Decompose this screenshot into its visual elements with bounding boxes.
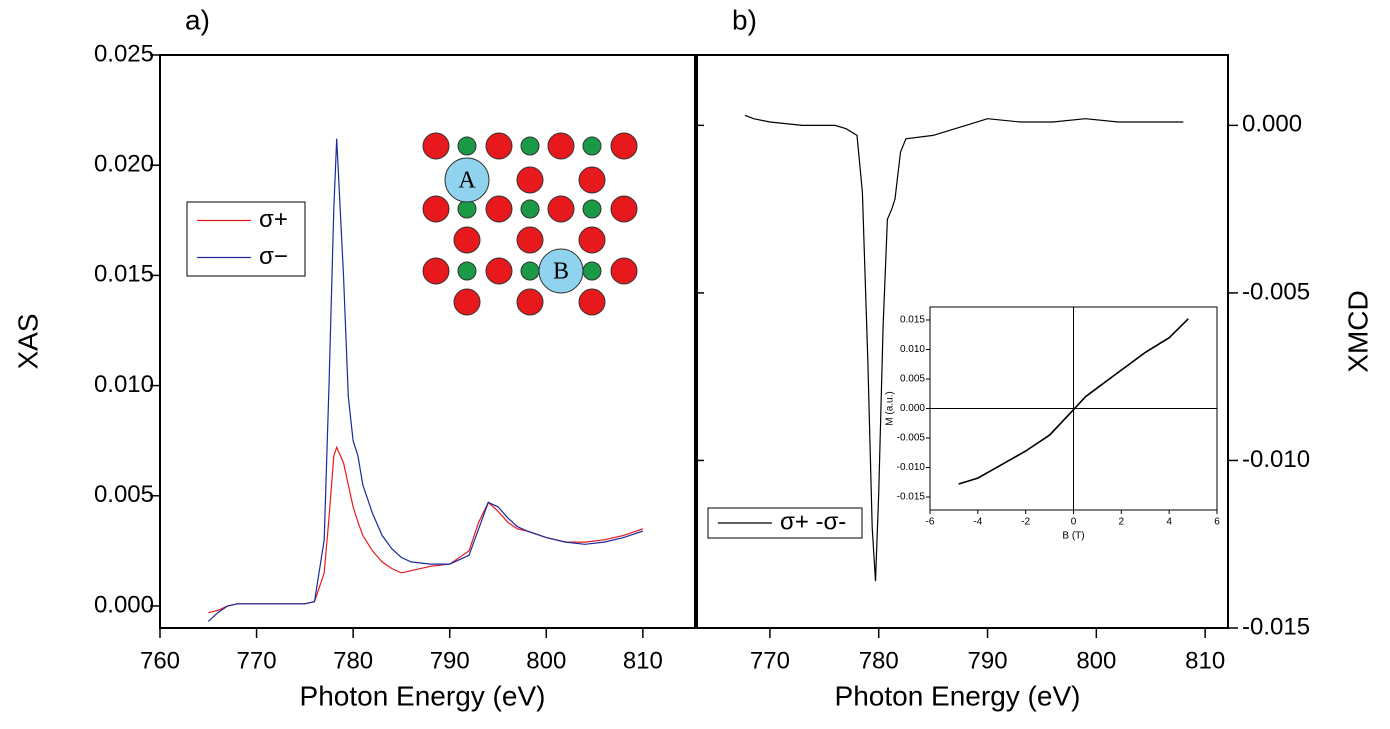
x-tick-label: 790 bbox=[430, 647, 470, 674]
data-line bbox=[958, 318, 1189, 485]
x-tick-label: 800 bbox=[526, 647, 566, 674]
y2-tick-label: -0.015 bbox=[1242, 613, 1310, 640]
y-tick-label: 0.020 bbox=[94, 151, 154, 178]
x-tick-label: 6 bbox=[1214, 517, 1220, 528]
x-tick-label: 800 bbox=[1076, 647, 1116, 674]
x-tick-label: 4 bbox=[1166, 517, 1172, 528]
y-axis-label: XAS bbox=[12, 313, 43, 369]
x-tick-label: 760 bbox=[140, 647, 180, 674]
panel-label: b) bbox=[732, 4, 757, 35]
x-tick-label: -4 bbox=[973, 517, 982, 528]
panel-label: a) bbox=[185, 4, 210, 35]
x-tick-label: 2 bbox=[1119, 517, 1125, 528]
y2-tick-label: 0.000 bbox=[1242, 111, 1302, 138]
red-atoms bbox=[422, 132, 638, 316]
x-tick-label: 0 bbox=[1071, 517, 1077, 528]
plot-frame bbox=[696, 54, 1229, 629]
site-a bbox=[444, 157, 490, 203]
data-line bbox=[207, 138, 644, 622]
x-tick-label: -2 bbox=[1021, 517, 1030, 528]
plot-frame bbox=[159, 54, 696, 629]
x-tick-label: 810 bbox=[1185, 647, 1225, 674]
chart: 770 780 790 800 810 0.000 -0.005 -0.010 -0.015 b)… bbox=[696, 4, 1373, 711]
y-tick-label: 0.000 bbox=[94, 591, 154, 618]
x-tick-label: 780 bbox=[859, 647, 899, 674]
chart: 760 770 780 790 800 810 0.000 0.005 0.010 0.015 0.… bbox=[12, 4, 696, 711]
y-tick-label: 0.010 bbox=[900, 344, 925, 355]
x-tick-label: 770 bbox=[237, 647, 277, 674]
data-line bbox=[744, 114, 1184, 582]
y2-axis-label: XMCD bbox=[1342, 290, 1373, 372]
site-label: B bbox=[553, 259, 569, 285]
x-axis-label: B (T) bbox=[1062, 531, 1084, 542]
y-tick-label: -0.015 bbox=[897, 492, 926, 503]
lattice-diagram: A B bbox=[422, 132, 638, 316]
x-axis-label: Photon Energy (eV) bbox=[300, 680, 546, 711]
legend-label: σ+ bbox=[259, 206, 288, 233]
legend-label: σ− bbox=[259, 243, 288, 270]
y-tick-label: 0.005 bbox=[94, 481, 154, 508]
chart: -6 -4 -2 0 2 4 6 0.015 0.010 0.005 0.000 -0.005 -0.0… bbox=[885, 306, 1220, 542]
y-tick-label: 0.015 bbox=[94, 261, 154, 288]
x-tick-label: 780 bbox=[333, 647, 373, 674]
legend-label: σ+ -σ- bbox=[780, 508, 846, 535]
y-tick-label: 0.010 bbox=[94, 371, 154, 398]
site-b bbox=[538, 248, 584, 294]
green-atoms bbox=[457, 136, 602, 281]
y-tick-label: 0.025 bbox=[94, 40, 154, 67]
x-tick-label: 810 bbox=[623, 647, 663, 674]
y-tick-label: 0.005 bbox=[900, 374, 925, 385]
y-tick-label: 0.015 bbox=[900, 315, 925, 326]
site-label: A bbox=[458, 168, 476, 194]
data-line bbox=[208, 445, 644, 614]
x-tick-label: -6 bbox=[926, 517, 935, 528]
y-tick-label: -0.005 bbox=[897, 433, 926, 444]
y-axis-label: M (a.u.) bbox=[885, 391, 896, 425]
y-tick-label: 0.000 bbox=[900, 403, 925, 414]
y2-tick-label: -0.010 bbox=[1242, 446, 1310, 473]
legend-box bbox=[186, 201, 306, 277]
x-axis-label: Photon Energy (eV) bbox=[835, 680, 1081, 711]
x-tick-label: 770 bbox=[750, 647, 790, 674]
y-tick-label: -0.010 bbox=[897, 462, 926, 473]
x-tick-label: 790 bbox=[968, 647, 1008, 674]
y2-tick-label: -0.005 bbox=[1242, 278, 1310, 305]
